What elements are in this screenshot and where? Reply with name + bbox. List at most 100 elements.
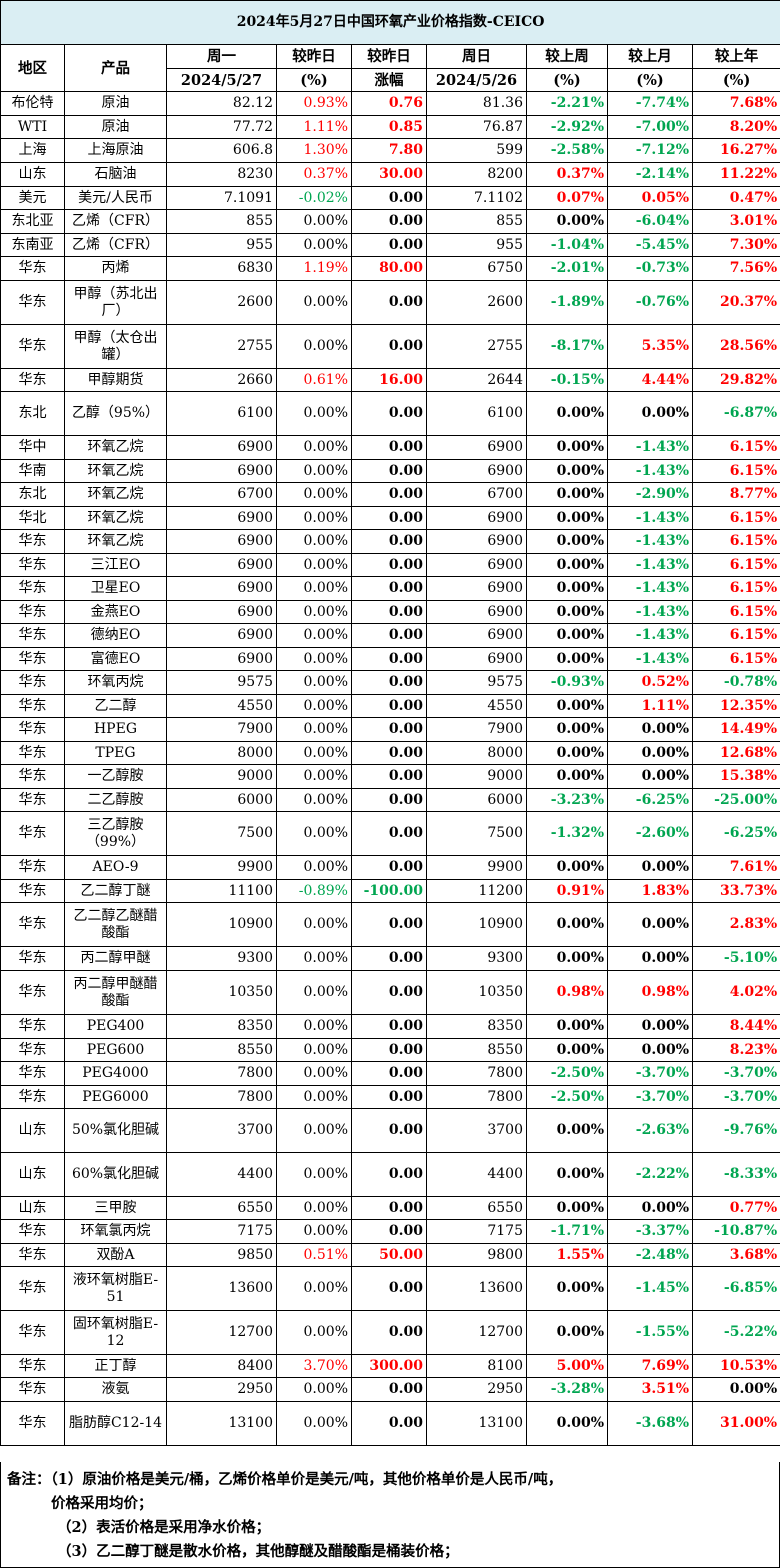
table-row: 东北 环氧乙烷 6700 0.00% 0.00 6700 0.00% -2.90% 8.77% [0, 482, 780, 507]
cell-region: 华南 [0, 459, 65, 483]
cell-wow-pct: -1.04% [526, 233, 608, 257]
cell-product: 上海原油 [64, 138, 167, 163]
cell-dod-pct: 0.00% [276, 1061, 352, 1086]
cell-mom-pct: -6.25% [607, 788, 693, 812]
cell-region: 华东 [0, 1085, 65, 1109]
cell-dod-pct: 0.00% [276, 788, 352, 812]
cell-mom-pct: -3.68% [607, 1401, 693, 1446]
cell-wow-pct: 0.98% [526, 970, 608, 1015]
cell-dod-amt: 0.00 [351, 459, 427, 483]
cell-sunday-price: 855 [426, 209, 527, 234]
cell-product: 环氧乙烷 [64, 435, 167, 460]
table-row: 布伦特 原油 82.12 0.93% 0.76 81.36 -2.21% -7.74% 7.68… [0, 91, 780, 116]
cell-dod-amt: 0.00 [351, 482, 427, 507]
cell-monday-price: 8400 [166, 1354, 277, 1378]
cell-monday-price: 6900 [166, 623, 277, 648]
cell-dod-pct: 0.00% [276, 647, 352, 671]
cell-mom-pct: 0.52% [607, 670, 693, 695]
cell-dod-amt: 30.00 [351, 162, 427, 187]
cell-monday-price: 855 [166, 209, 277, 234]
header-dod-amt-unit: 涨幅 [351, 68, 427, 92]
header-mom: 较上月 [607, 44, 693, 69]
cell-yoy-pct: 6.15% [691, 600, 780, 624]
cell-dod-amt: 300.00 [351, 1354, 427, 1378]
cell-yoy-pct: 6.15% [691, 647, 780, 671]
cell-wow-pct: 0.00% [526, 1014, 608, 1039]
cell-dod-pct: -0.02% [276, 186, 352, 210]
cell-region: 华东 [0, 694, 65, 718]
cell-dod-pct: 0.93% [276, 91, 352, 116]
cell-dod-amt: 0.00 [351, 1108, 427, 1153]
cell-dod-amt: 0.00 [351, 576, 427, 601]
cell-wow-pct: 0.00% [526, 1310, 608, 1355]
cell-dod-pct: 0.00% [276, 855, 352, 880]
cell-yoy-pct: -9.76% [691, 1108, 780, 1153]
cell-product: 三乙醇胺（99%） [64, 811, 167, 856]
cell-dod-amt: 0.00 [351, 529, 427, 554]
cell-yoy-pct: 10.53% [691, 1354, 780, 1378]
cell-product: 三江EO [64, 553, 167, 577]
cell-wow-pct: 0.00% [526, 482, 608, 507]
cell-dod-amt: 0.00 [351, 694, 427, 718]
table-row: 华东 丙二醇甲醚醋酸酯 10350 0.00% 0.00 10350 0.98% 0.98% 4… [0, 970, 780, 1015]
cell-dod-amt: 50.00 [351, 1243, 427, 1267]
cell-mom-pct: -2.48% [607, 1243, 693, 1267]
cell-sunday-price: 7500 [426, 811, 527, 856]
table-row: 华东 丙二醇甲醚 9300 0.00% 0.00 9300 0.00% 0.00% -5.10% [0, 946, 780, 971]
header-region: 地区 [0, 44, 65, 92]
cell-mom-pct: -3.37% [607, 1219, 693, 1244]
cell-dod-pct: 0.00% [276, 1196, 352, 1220]
table-row: 华东 卫星EO 6900 0.00% 0.00 6900 0.00% -1.43% 6.15% [0, 576, 780, 601]
cell-region: WTI [0, 115, 65, 139]
cell-product: PEG4000 [64, 1061, 167, 1086]
cell-dod-pct: 3.70% [276, 1354, 352, 1378]
cell-wow-pct: -1.32% [526, 811, 608, 856]
cell-yoy-pct: -5.22% [691, 1310, 780, 1355]
cell-region: 华东 [0, 1310, 65, 1355]
cell-mom-pct: -5.45% [607, 233, 693, 257]
cell-monday-price: 6100 [166, 391, 277, 436]
cell-dod-amt: 0.00 [351, 1196, 427, 1220]
cell-dod-pct: 0.00% [276, 1014, 352, 1039]
header-yoy-unit: (%) [691, 68, 780, 92]
table-row: 华北 环氧乙烷 6900 0.00% 0.00 6900 0.00% -1.43% 6.15% [0, 506, 780, 530]
cell-sunday-price: 6900 [426, 506, 527, 530]
cell-mom-pct: 0.98% [607, 970, 693, 1015]
cell-mom-pct: -6.04% [607, 209, 693, 234]
cell-sunday-price: 13600 [426, 1266, 527, 1311]
cell-wow-pct: 0.00% [526, 694, 608, 718]
cell-sunday-price: 7175 [426, 1219, 527, 1244]
cell-monday-price: 9850 [166, 1243, 277, 1267]
cell-wow-pct: -3.28% [526, 1377, 608, 1402]
header-sunday-date: 2024/5/26 [426, 68, 527, 92]
cell-monday-price: 6900 [166, 459, 277, 483]
cell-mom-pct: -2.14% [607, 162, 693, 187]
cell-product: 金燕EO [64, 600, 167, 624]
cell-wow-pct: 0.00% [526, 1266, 608, 1311]
cell-dod-pct: 0.00% [276, 280, 352, 325]
cell-dod-amt: 0.00 [351, 902, 427, 947]
cell-dod-amt: 0.00 [351, 391, 427, 436]
cell-monday-price: 2755 [166, 324, 277, 369]
table-row: 山东 60%氯化胆碱 4400 0.00% 0.00 4400 0.00% -2.22% -8.… [0, 1152, 780, 1197]
cell-dod-pct: 0.00% [276, 946, 352, 971]
cell-yoy-pct: 33.73% [691, 879, 780, 903]
footnote-1-cont: 价格采用均价； [51, 1495, 153, 1512]
cell-product: 丙烯 [64, 256, 167, 281]
cell-monday-price: 10900 [166, 902, 277, 947]
cell-dod-amt: 0.00 [351, 1152, 427, 1197]
cell-sunday-price: 8350 [426, 1014, 527, 1039]
cell-sunday-price: 9900 [426, 855, 527, 880]
cell-sunday-price: 12700 [426, 1310, 527, 1355]
cell-mom-pct: 0.00% [607, 391, 693, 436]
footnote-3: （3）乙二醇丁醚是散水价格，其他醇醚及醋酸酯是桶装价格； [57, 1543, 459, 1560]
cell-dod-pct: 0.00% [276, 764, 352, 789]
cell-monday-price: 9300 [166, 946, 277, 971]
cell-dod-amt: 0.00 [351, 855, 427, 880]
cell-mom-pct: -1.43% [607, 529, 693, 554]
cell-monday-price: 13100 [166, 1401, 277, 1446]
cell-mom-pct: -7.74% [607, 91, 693, 116]
cell-sunday-price: 2644 [426, 368, 527, 392]
header-mom-unit: (%) [607, 68, 693, 92]
cell-wow-pct: -0.15% [526, 368, 608, 392]
